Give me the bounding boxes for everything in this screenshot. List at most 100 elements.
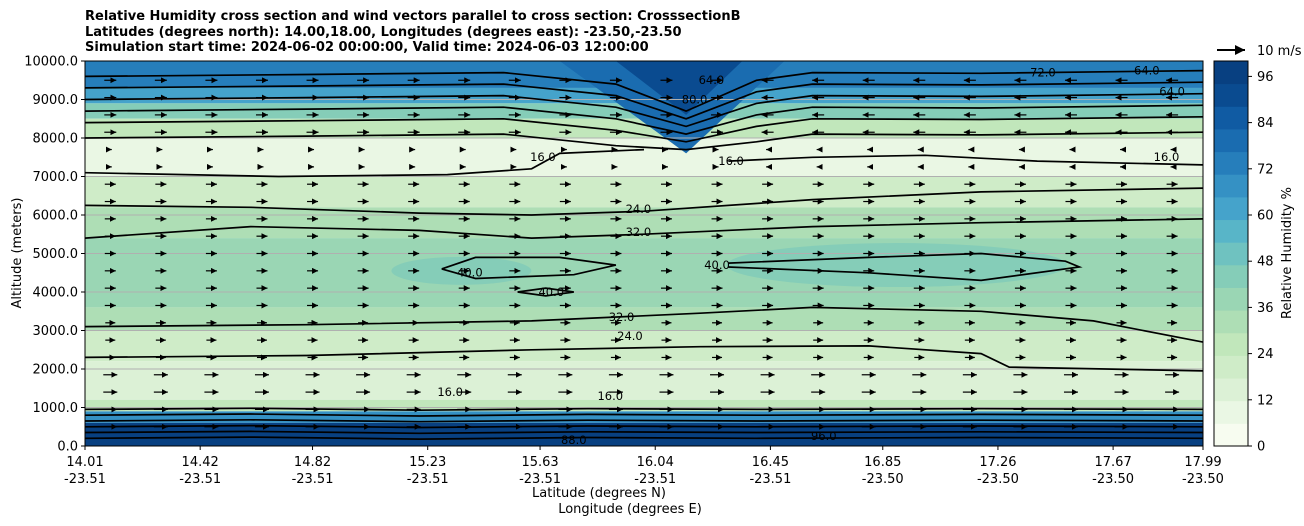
colorbar-swatch: [1214, 128, 1248, 153]
x-tick-latitude: 17.99: [1184, 455, 1221, 470]
x-tick-latitude: 15.23: [409, 455, 446, 470]
y-tick-label: 10000.0: [24, 55, 78, 70]
x-tick-latitude: 16.85: [864, 455, 901, 470]
colorbar: 0 12 24 36 48 60 72 84 96: [1213, 60, 1274, 455]
contour-40: [517, 287, 574, 297]
contour-lower: [85, 418, 1203, 423]
contour-label: 24.0: [626, 202, 652, 216]
contour-label: 80.0: [682, 92, 708, 106]
contour-40: [728, 252, 1083, 282]
contour-upper: [85, 69, 1203, 113]
x-tick-latitude: 15.63: [521, 455, 558, 470]
colorbar-tick-label: 84: [1257, 116, 1274, 131]
title-line-1: Relative Humidity cross section and wind…: [85, 9, 741, 24]
humid-region: [726, 243, 1067, 288]
colorbar-swatch: [1214, 242, 1248, 266]
title-line-3: Simulation start time: 2024-06-02 00:00:…: [85, 40, 649, 55]
x-tick-longitude: -23.51: [634, 472, 676, 487]
colorbar-swatch: [1214, 400, 1248, 424]
x-tick-longitude: -23.50: [1092, 472, 1134, 487]
contour-label: 16.0: [1154, 150, 1180, 164]
contour-40: [441, 256, 617, 280]
contour-lower: [85, 430, 1203, 435]
title-line-2: Latitudes (degrees north): 14.00,18.00, …: [85, 24, 682, 40]
contour-lower: [85, 407, 1203, 412]
y-tick-label: 1000.0: [33, 401, 79, 416]
colorbar-swatch: [1214, 287, 1248, 311]
contour-labels: 16.0 24.0 32.0 40.0 40.0 40.0 32.0 24.0 16.0 16.0…: [437, 63, 1185, 447]
contour-24: [85, 345, 1203, 372]
contour-16: [728, 154, 1203, 166]
contour-upper: [85, 92, 1203, 128]
humidity-band: [85, 411, 1203, 423]
colorbar-swatch: [1214, 332, 1248, 356]
contour-label: 16.0: [718, 154, 744, 168]
x-tick-longitude: -23.50: [1182, 472, 1224, 487]
colorbar-swatch: [1214, 423, 1248, 447]
x-tick-latitude: 17.26: [979, 455, 1016, 470]
y-axis-label: Altitude (meters): [10, 198, 25, 309]
humid-trough-core: [615, 61, 743, 115]
colorbar-tick-label: 72: [1257, 162, 1274, 177]
colorbar-tick-label: 12: [1257, 393, 1274, 408]
x-tick-latitude: 16.04: [637, 455, 674, 470]
x-tick-latitude: 17.67: [1095, 455, 1132, 470]
x-tick-latitude: 14.82: [294, 455, 331, 470]
colorbar-tick-label: 96: [1257, 70, 1274, 85]
colorbar-swatch: [1214, 310, 1248, 334]
x-tick-longitude: -23.50: [862, 472, 904, 487]
x-axis-label-longitude: Longitude (degrees E): [558, 502, 702, 517]
contour-lower: [85, 413, 1203, 417]
wind-reference-key: 10 m/s: [1217, 44, 1302, 59]
contour-label: 32.0: [609, 310, 635, 324]
colorbar-swatch: [1214, 219, 1248, 243]
contour-16: [85, 148, 645, 178]
humidity-band: [85, 307, 1203, 331]
colorbar-swatch: [1214, 61, 1248, 85]
contour-label: 16.0: [597, 389, 623, 403]
contour-label: 88.0: [561, 433, 587, 447]
x-tick-latitude: 16.45: [752, 455, 789, 470]
x-tick-longitude: -23.51: [292, 472, 334, 487]
colorbar-tick-label: 60: [1257, 209, 1274, 224]
x-axis: 14.01 -23.51 14.42 -23.51 14.82 -23.51 15.23 -2…: [64, 446, 1224, 487]
y-tick-label: 4000.0: [33, 286, 79, 301]
humidity-band: [85, 138, 1203, 177]
colorbar-swatch: [1214, 106, 1248, 130]
colorbar-swatch: [1214, 174, 1248, 198]
colorbar-frame: [1213, 60, 1249, 447]
colorbar-swatch: [1214, 151, 1248, 175]
contour-upper: [85, 104, 1203, 135]
contour-label: 40.0: [704, 258, 730, 272]
y-tick-label: 8000.0: [33, 132, 79, 147]
y-tick-label: 0.0: [57, 440, 78, 455]
contour-32: [85, 306, 1203, 343]
colorbar-tick-label: 0: [1257, 440, 1265, 455]
contour-upper: [85, 131, 1203, 151]
colorbar-swatch: [1214, 355, 1248, 379]
wind-vectors: [103, 77, 1180, 430]
colorbar-tick-label: 24: [1257, 347, 1274, 362]
y-axis: 0.0 1000.0 2000.0 3000.0 4000.0 5000.0 6000.0 7…: [24, 55, 85, 455]
x-tick-longitude: -23.51: [64, 472, 106, 487]
contour-label: 24.0: [617, 329, 643, 343]
contour-label: 64.0: [1159, 85, 1185, 99]
contour-label: 16.0: [437, 385, 463, 399]
contour-label: 40.0: [538, 285, 564, 299]
contour-label: 64.0: [1134, 63, 1160, 77]
contour-label: 96.0: [811, 429, 837, 443]
contour-32: [85, 218, 1203, 239]
x-tick-longitude: -23.51: [749, 472, 791, 487]
contour-lines: [85, 69, 1203, 440]
chart-title: Relative Humidity cross section and wind…: [85, 9, 741, 56]
y-tick-label: 5000.0: [33, 247, 79, 262]
x-tick-latitude: 14.42: [182, 455, 219, 470]
contour-upper: [85, 115, 1203, 143]
contour-label: 40.0: [457, 266, 483, 280]
contour-24: [85, 187, 1203, 216]
y-tick-label: 3000.0: [33, 324, 79, 339]
y-tick-label: 9000.0: [33, 93, 79, 108]
contour-upper: [85, 81, 1203, 120]
x-tick-latitude: 14.01: [66, 455, 103, 470]
